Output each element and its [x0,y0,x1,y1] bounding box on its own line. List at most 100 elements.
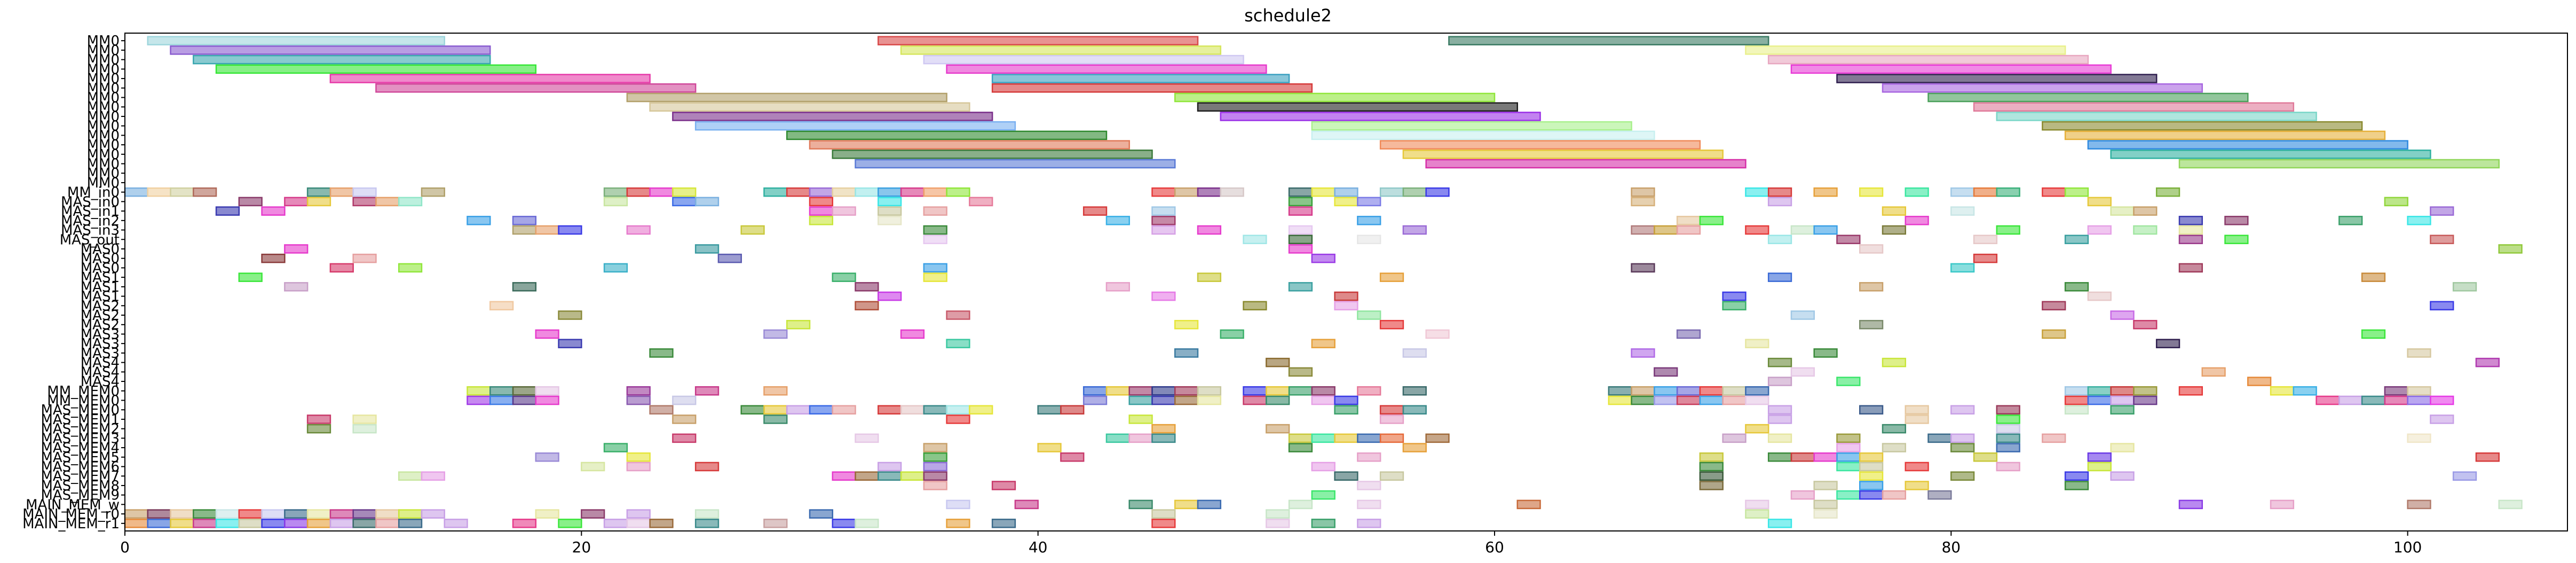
axes-frame [124,33,2568,531]
task-bar-short-201 [1790,367,1815,377]
task-bar-short-16 [855,187,879,197]
task-bar-short-5 [329,187,354,197]
task-bar-short-330 [1996,433,2020,443]
task-bar-short-256 [1608,395,1632,405]
task-bar-short-56 [1334,197,1358,207]
task-bar-short-434 [1813,509,1838,519]
task-bar-short-139 [238,272,263,282]
task-bar-short-38 [1973,187,1998,197]
task-bar-short-334 [923,443,947,452]
task-bar-short-413 [147,509,171,519]
task-bar-short-60 [2087,197,2112,207]
task-bar-short-287 [1379,405,1404,415]
task-bar-row-1-2 [1745,45,2066,55]
task-bar-short-278 [832,405,856,415]
task-bar-short-459 [991,519,1016,528]
task-bar-short-348 [1699,452,1724,462]
row-label: MAS0 [81,260,120,276]
task-bar-short-82 [1357,216,1381,225]
row-label: MAS0 [81,241,120,257]
task-bar-short-291 [1905,405,1929,415]
task-bar-short-163 [1722,301,1747,311]
row-label: MAS_out [60,232,120,248]
task-bar-short-98 [1288,225,1313,235]
task-bar-short-251 [1197,395,1222,405]
task-bar-short-380 [1950,471,1975,481]
task-bar-short-32 [1745,187,1769,197]
task-bar-short-59 [1767,197,1792,207]
task-bar-short-145 [2361,272,2386,282]
task-bar-short-414 [170,509,194,519]
task-bar-short-69 [1151,206,1176,216]
task-bar-short-37 [1950,187,1975,197]
x-tick-label: 100 [2393,538,2422,556]
task-bar-short-253 [1266,395,1290,405]
task-bar-short-219 [1243,386,1267,396]
task-bar-row-3-2 [1790,64,2112,74]
task-bar-short-300 [946,415,970,424]
task-bar-short-167 [946,310,970,320]
task-bar-short-41 [2064,187,2089,197]
task-bar-short-91 [535,225,559,235]
task-bar-short-208 [512,386,537,396]
row-label: MAS_MEM7 [41,468,120,484]
row-label: MAIN_MEM_r0 [22,506,120,522]
task-bar-short-103 [1745,225,1769,235]
task-bar-short-200 [1654,367,1678,377]
task-bar-short-58 [1631,197,1655,207]
task-bar-short-198 [2475,357,2500,367]
task-bar-short-283 [969,405,993,415]
task-bar-short-130 [1311,253,1336,263]
task-bar-short-230 [1722,386,1747,396]
task-bar-short-460 [1151,519,1176,528]
task-bar-short-142 [1197,272,1222,282]
task-bar-short-216 [1151,386,1176,396]
task-bar-row-2-0 [193,54,491,65]
task-bar-short-202 [2201,367,2226,377]
task-bar-short-423 [375,509,400,519]
task-bar-short-84 [1699,216,1724,225]
task-bar-short-131 [1973,253,1998,263]
task-bar-short-239 [2384,386,2408,396]
task-bar-row-4-0 [329,74,651,83]
task-bar-short-371 [832,471,856,481]
task-bar-short-421 [329,509,354,519]
task-bar-short-136 [1631,263,1655,273]
task-bar-short-73 [2110,206,2135,216]
row-label: MAS_MEM3 [41,431,120,447]
task-bar-short-246 [672,395,697,405]
task-bar-short-9 [626,187,651,197]
task-bar-short-240 [2407,386,2431,396]
task-bar-short-126 [2498,244,2523,254]
task-bar-short-405 [1516,499,1541,510]
row-label: MM0 [87,109,120,125]
task-bar-short-173 [1379,319,1404,330]
row-label: MAS_MEM5 [41,450,120,466]
task-bar-short-352 [1836,452,1861,462]
task-bar-short-113 [1288,234,1313,245]
task-bar-short-176 [535,329,559,339]
task-bar-short-210 [626,386,651,396]
task-bar-short-6 [352,187,377,197]
task-bar-row-0-2 [1448,36,1769,45]
task-bar-short-263 [2064,395,2089,405]
task-bar-short-416 [215,509,240,519]
task-bar-short-155 [1151,291,1176,301]
task-bar-short-367 [1996,462,2020,472]
task-bar-short-104 [1790,225,1815,235]
task-bar-short-303 [1767,415,1792,424]
task-bar-row-9-2 [2042,121,2363,131]
task-bar-short-184 [558,339,582,348]
task-bar-short-332 [2407,433,2431,443]
task-bar-short-310 [1266,424,1290,434]
task-bar-short-252 [1243,395,1267,405]
task-bar-short-19 [923,187,947,197]
task-bar-short-241 [467,395,491,405]
task-bar-short-307 [306,424,331,434]
task-bar-short-237 [2270,386,2295,396]
task-bar-short-169 [1790,310,1815,320]
task-bar-row-11-0 [809,140,1130,150]
chart-title: schedule2 [1244,5,1332,26]
task-bar-short-379 [1859,471,1884,481]
task-bar-short-345 [923,452,947,462]
